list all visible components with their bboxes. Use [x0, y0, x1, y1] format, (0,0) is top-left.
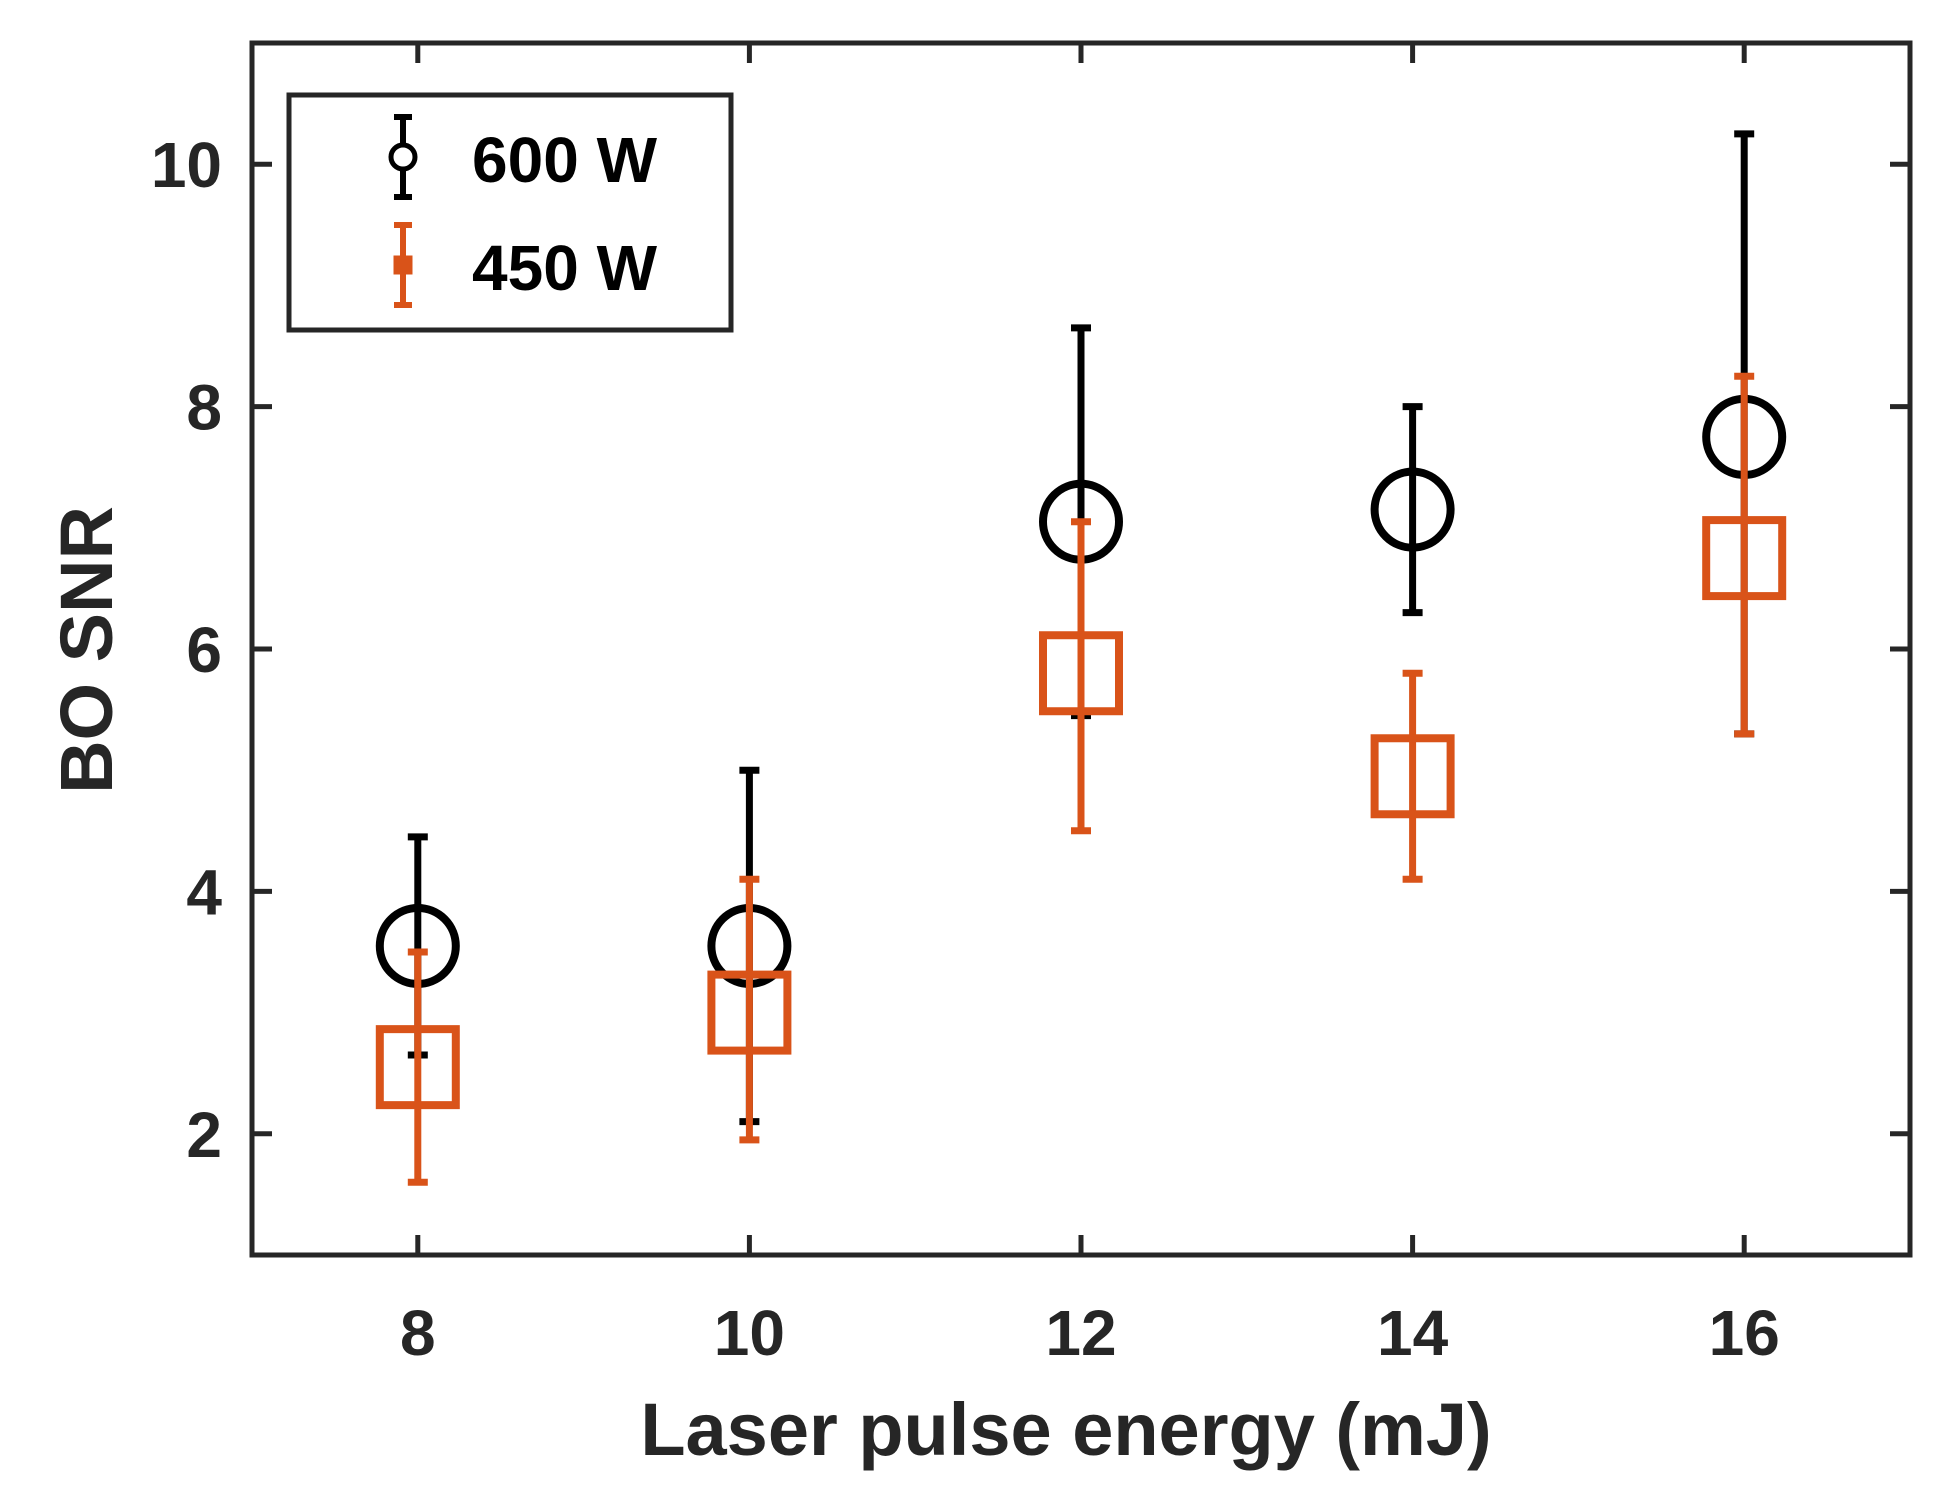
y-tick-label: 6 [186, 614, 222, 686]
x-tick-label: 10 [714, 1297, 785, 1369]
legend-label-450w: 450 W [472, 232, 658, 304]
marker-450w [1370, 734, 1455, 819]
legend-entry-600w: 600 W [388, 114, 658, 200]
marker-450w [1702, 516, 1787, 601]
y-tick-labels: 2 4 6 8 10 [151, 129, 223, 1171]
x-tick-label: 8 [400, 1297, 436, 1369]
y-axis-label: BO SNR [45, 506, 128, 794]
legend-entry-450w: 450 W [393, 222, 658, 308]
y-tick-label: 8 [186, 372, 222, 444]
axes-frame [249, 40, 1913, 1258]
legend-box [286, 92, 734, 333]
x-tick-label: 16 [1709, 1297, 1780, 1369]
y-tick-label: 10 [151, 129, 222, 201]
plot-layer [252, 43, 1910, 1255]
legend-600w-marker [388, 142, 418, 172]
y-tick-label: 4 [186, 856, 222, 928]
x-axis-label: Laser pulse energy (mJ) [640, 1388, 1491, 1471]
y-tick-label: 2 [186, 1099, 222, 1171]
legend: 600 W 450 W [286, 92, 734, 333]
x-tick-label: 14 [1377, 1297, 1449, 1369]
legend-label-600w: 600 W [472, 124, 658, 196]
x-tick-label: 12 [1045, 1297, 1116, 1369]
marker-450w [1039, 631, 1123, 716]
marker-450w [707, 970, 792, 1055]
marker-450w [375, 1025, 460, 1110]
legend-450w-marker [393, 255, 413, 275]
marker-600w [1370, 467, 1455, 552]
x-tick-labels: 8 10 12 14 16 [400, 1297, 1780, 1369]
